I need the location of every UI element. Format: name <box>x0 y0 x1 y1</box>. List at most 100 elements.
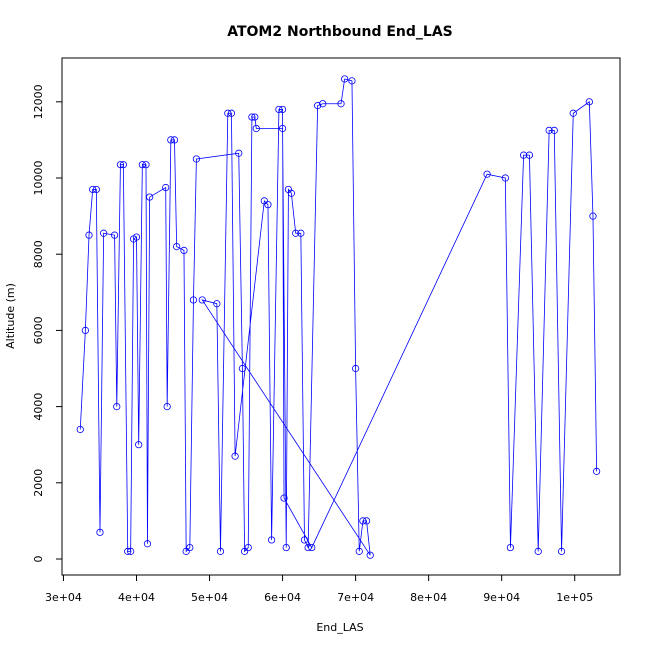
data-point <box>231 452 239 460</box>
data-point <box>76 425 84 434</box>
data-point <box>180 246 188 254</box>
data-point <box>81 326 89 335</box>
data-point <box>589 212 597 220</box>
data-point <box>182 547 190 555</box>
data-point <box>593 467 601 475</box>
data-point <box>127 547 135 555</box>
data-point <box>146 193 154 201</box>
y-axis-label: Altitude (m) <box>4 283 17 349</box>
x-tick-label: 9e+04 <box>483 591 520 604</box>
data-point <box>244 543 252 552</box>
data-point <box>355 547 363 555</box>
data-point <box>534 547 542 555</box>
data-point <box>585 98 593 106</box>
data-point <box>319 100 327 108</box>
data-point <box>483 170 491 178</box>
data-point <box>304 543 312 552</box>
data-point <box>163 403 171 411</box>
data-point <box>142 161 150 169</box>
data-point <box>569 109 577 117</box>
data-point <box>525 151 534 159</box>
data-point <box>224 109 232 117</box>
y-tick-label: 10000 <box>32 161 45 196</box>
data-point <box>116 161 125 169</box>
data-point <box>348 77 356 85</box>
data-point <box>264 201 272 209</box>
data-point <box>545 126 553 134</box>
data-point <box>275 105 283 114</box>
data-point <box>297 229 305 237</box>
data-point <box>198 296 206 304</box>
data-point <box>252 124 260 133</box>
data-point <box>282 543 290 552</box>
data-point <box>162 183 170 192</box>
data-point <box>287 189 295 197</box>
data-point <box>251 113 259 121</box>
y-tick-label: 6000 <box>32 316 45 344</box>
data-point <box>501 174 509 182</box>
data-point <box>170 136 179 144</box>
data-point <box>238 364 247 373</box>
y-tick-label: 4000 <box>32 393 45 421</box>
data-point <box>92 185 100 194</box>
data-point <box>186 543 194 552</box>
data-point <box>300 536 309 544</box>
data-point <box>314 102 322 110</box>
data-point <box>280 494 288 502</box>
data-point <box>362 517 371 525</box>
data-point <box>506 543 515 552</box>
trace-line <box>79 78 598 556</box>
x-tick-label: 3e+04 <box>45 591 82 604</box>
data-point <box>248 113 256 121</box>
y-tick-label: 12000 <box>32 84 45 119</box>
y-tick-label: 8000 <box>32 240 45 268</box>
data-point <box>278 124 287 133</box>
y-tick-label: 2000 <box>32 469 45 497</box>
data-point <box>143 540 152 548</box>
data-point <box>89 185 97 194</box>
data-point <box>519 151 528 159</box>
data-point <box>132 233 141 241</box>
x-tick-label: 6e+04 <box>264 591 301 604</box>
data-point <box>268 536 276 544</box>
x-tick-label: 1e+05 <box>556 591 593 604</box>
data-point <box>308 543 316 552</box>
data-point <box>359 517 367 525</box>
data-point <box>110 231 119 239</box>
data-point <box>216 547 225 555</box>
data-point <box>557 547 566 555</box>
data-point <box>341 75 349 83</box>
y-tick-label: 0 <box>32 555 45 562</box>
data-point <box>138 161 146 169</box>
x-tick-label: 8e+04 <box>410 591 447 604</box>
data-point <box>213 300 221 308</box>
x-tick-label: 7e+04 <box>337 591 374 604</box>
data-point <box>167 136 175 144</box>
data-point <box>124 547 132 555</box>
data-point <box>192 155 200 163</box>
data-point <box>352 364 360 373</box>
x-tick-label: 4e+04 <box>118 591 155 604</box>
data-point <box>550 126 558 134</box>
data-point <box>100 229 108 237</box>
data-point <box>235 149 243 157</box>
data-point <box>337 100 345 108</box>
data-point <box>260 197 268 205</box>
data-point <box>85 231 93 239</box>
data-point <box>173 242 181 251</box>
data-point <box>292 229 300 237</box>
data-point <box>189 296 198 304</box>
x-axis-label: End_LAS <box>316 621 363 634</box>
data-point <box>227 109 236 117</box>
data-point <box>119 161 127 169</box>
x-tick-label: 5e+04 <box>191 591 228 604</box>
data-point <box>135 441 143 449</box>
data-point <box>366 551 374 559</box>
data-point <box>240 547 249 555</box>
data-point <box>278 105 287 114</box>
chart-title: ATOM2 Northbound End_LAS <box>227 24 453 40</box>
data-point <box>113 403 121 411</box>
data-point <box>96 528 104 536</box>
